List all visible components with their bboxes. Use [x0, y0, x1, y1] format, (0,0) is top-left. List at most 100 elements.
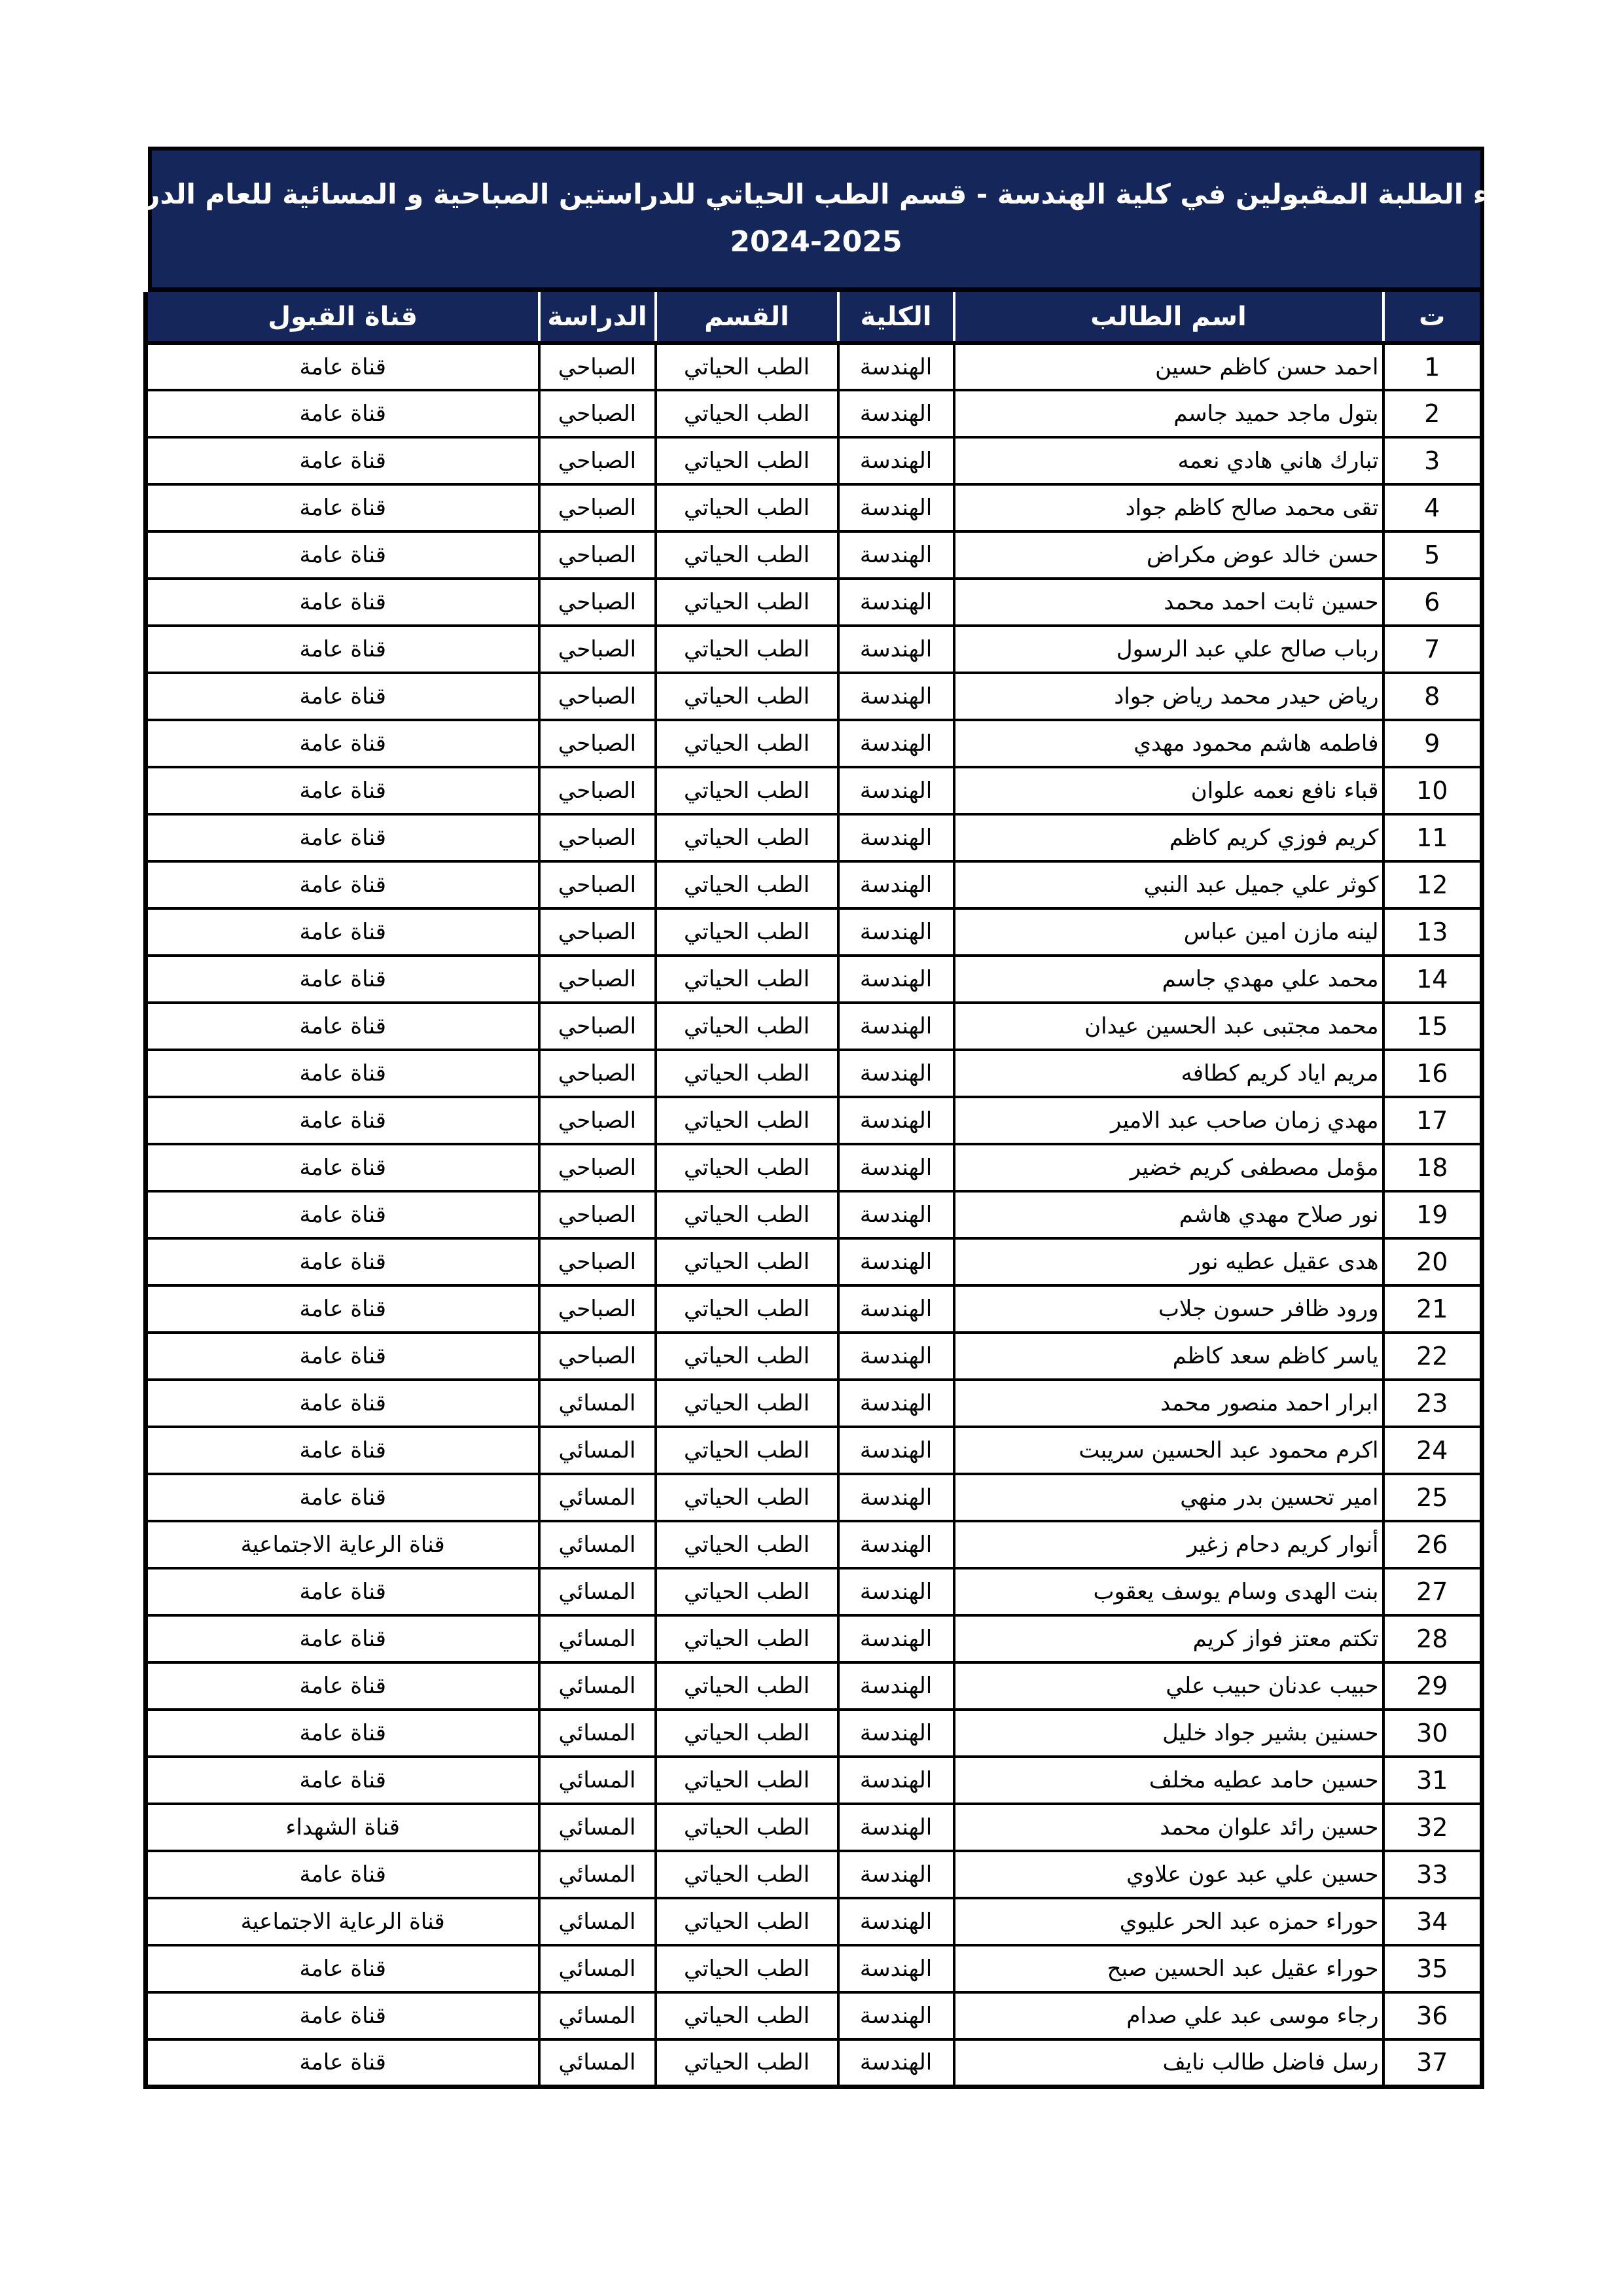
cell-index: 8 — [1382, 672, 1484, 721]
cell-index: 25 — [1382, 1473, 1484, 1522]
cell-name: هدى عقيل عطيه نور — [952, 1237, 1385, 1287]
cell-name: حسين حامد عطيه مخلف — [952, 1755, 1385, 1805]
cell-college: الهندسة — [836, 954, 955, 1004]
cell-channel: قناة عامة — [144, 1001, 541, 1051]
cell-college: الهندسة — [836, 672, 955, 721]
cell-college: الهندسة — [836, 1378, 955, 1428]
cell-index: 1 — [1382, 342, 1484, 391]
cell-study: المسائي — [537, 1755, 657, 1805]
cell-channel: قناة عامة — [144, 1755, 541, 1805]
header-department: القسم — [654, 292, 840, 345]
cell-study: المسائي — [537, 2038, 657, 2088]
cell-channel: قناة عامة — [144, 860, 541, 910]
cell-channel: قناة عامة — [144, 1944, 541, 1994]
cell-channel: قناة عامة — [144, 719, 541, 768]
cell-name: مريم اياد كريم كطافه — [952, 1049, 1385, 1098]
table-row: 2 بتول ماجد حميد جاسم الهندسة الطب الحيا… — [144, 389, 1484, 439]
cell-name: نور صلاح مهدي هاشم — [952, 1190, 1385, 1240]
cell-department: الطب الحياتي — [654, 1049, 840, 1098]
students-list-document: اسماء الطلبة المقبولين في كلية الهندسة -… — [80, 147, 1552, 2089]
cell-college: الهندسة — [836, 1190, 955, 1240]
table-row: 37 رسل فاضل طالب نايف الهندسة الطب الحيا… — [144, 2038, 1484, 2088]
cell-name: تكتم معتز فواز كريم — [952, 1614, 1385, 1664]
cell-study: المسائي — [537, 1520, 657, 1570]
cell-channel: قناة عامة — [144, 530, 541, 580]
table-row: 32 حسين رائد علوان محمد الهندسة الطب الح… — [144, 1803, 1484, 1852]
cell-index: 28 — [1382, 1614, 1484, 1664]
cell-name: كوثر علي جميل عبد النبي — [952, 860, 1385, 910]
cell-name: لينه مازن امين عباس — [952, 907, 1385, 957]
cell-name: حوراء حمزه عبد الحر عليوي — [952, 1897, 1385, 1946]
cell-college: الهندسة — [836, 1708, 955, 1758]
cell-channel: قناة عامة — [144, 1143, 541, 1193]
table-row: 28 تكتم معتز فواز كريم الهندسة الطب الحي… — [144, 1614, 1484, 1664]
cell-channel: قناة عامة — [144, 907, 541, 957]
students-table-body: 1 احمد حسن كاظم حسين الهندسة الطب الحيات… — [144, 342, 1484, 2088]
cell-department: الطب الحياتي — [654, 1944, 840, 1994]
cell-college: الهندسة — [836, 719, 955, 768]
cell-college: الهندسة — [836, 530, 955, 580]
cell-study: الصباحي — [537, 1190, 657, 1240]
table-row: 12 كوثر علي جميل عبد النبي الهندسة الطب … — [144, 860, 1484, 910]
cell-channel: قناة عامة — [144, 483, 541, 533]
cell-college: الهندسة — [836, 1473, 955, 1522]
cell-channel: قناة عامة — [144, 1850, 541, 1899]
cell-index: 13 — [1382, 907, 1484, 957]
cell-college: الهندسة — [836, 1284, 955, 1334]
table-row: 15 محمد مجتبى عبد الحسين عيدان الهندسة ا… — [144, 1001, 1484, 1051]
cell-college: الهندسة — [836, 1661, 955, 1711]
table-row: 24 اكرم محمود عبد الحسين سريبت الهندسة ا… — [144, 1426, 1484, 1475]
table-row: 22 ياسر كاظم سعد كاظم الهندسة الطب الحيا… — [144, 1331, 1484, 1381]
cell-department: الطب الحياتي — [654, 907, 840, 957]
cell-department: الطب الحياتي — [654, 1096, 840, 1145]
cell-college: الهندسة — [836, 1614, 955, 1664]
cell-study: الصباحي — [537, 954, 657, 1004]
cell-name: حسنين بشير جواد خليل — [952, 1708, 1385, 1758]
students-table: ت اسم الطالب الكلية القسم الدراسة قناة ا… — [143, 292, 1484, 2089]
table-row: 9 فاطمه هاشم محمود مهدي الهندسة الطب الح… — [144, 719, 1484, 768]
cell-department: الطب الحياتي — [654, 577, 840, 627]
cell-college: الهندسة — [836, 1944, 955, 1994]
cell-name: مهدي زمان صاحب عبد الامير — [952, 1096, 1385, 1145]
cell-name: رسل فاضل طالب نايف — [952, 2038, 1385, 2088]
table-row: 7 رباب صالح علي عبد الرسول الهندسة الطب … — [144, 624, 1484, 674]
document-title: اسماء الطلبة المقبولين في كلية الهندسة -… — [80, 178, 1552, 211]
cell-index: 16 — [1382, 1049, 1484, 1098]
cell-study: المسائي — [537, 1567, 657, 1617]
cell-channel: قناة عامة — [144, 954, 541, 1004]
cell-index: 7 — [1382, 624, 1484, 674]
document-title-block: اسماء الطلبة المقبولين في كلية الهندسة -… — [80, 147, 1552, 292]
cell-name: احمد حسن كاظم حسين — [952, 342, 1385, 391]
cell-study: الصباحي — [537, 1284, 657, 1334]
cell-study: الصباحي — [537, 672, 657, 721]
table-row: 5 حسن خالد عوض مكراض الهندسة الطب الحيات… — [144, 530, 1484, 580]
cell-index: 21 — [1382, 1284, 1484, 1334]
cell-department: الطب الحياتي — [654, 860, 840, 910]
cell-college: الهندسة — [836, 1096, 955, 1145]
cell-department: الطب الحياتي — [654, 436, 840, 486]
cell-study: المسائي — [537, 1803, 657, 1852]
cell-index: 31 — [1382, 1755, 1484, 1805]
cell-index: 23 — [1382, 1378, 1484, 1428]
students-table-header: ت اسم الطالب الكلية القسم الدراسة قناة ا… — [144, 292, 1484, 345]
cell-department: الطب الحياتي — [654, 1803, 840, 1852]
cell-index: 4 — [1382, 483, 1484, 533]
cell-department: الطب الحياتي — [654, 2038, 840, 2088]
table-row: 36 رجاء موسى عبد علي صدام الهندسة الطب ا… — [144, 1991, 1484, 2041]
cell-department: الطب الحياتي — [654, 389, 840, 439]
cell-channel: قناة عامة — [144, 1614, 541, 1664]
table-row: 10 قباء نافع نعمه علوان الهندسة الطب الح… — [144, 766, 1484, 816]
cell-department: الطب الحياتي — [654, 1473, 840, 1522]
cell-index: 34 — [1382, 1897, 1484, 1946]
cell-study: الصباحي — [537, 907, 657, 957]
cell-study: الصباحي — [537, 813, 657, 863]
cell-department: الطب الحياتي — [654, 1661, 840, 1711]
cell-index: 22 — [1382, 1331, 1484, 1381]
cell-department: الطب الحياتي — [654, 1850, 840, 1899]
cell-index: 12 — [1382, 860, 1484, 910]
cell-name: قباء نافع نعمه علوان — [952, 766, 1385, 816]
cell-department: الطب الحياتي — [654, 1897, 840, 1946]
table-row: 3 تبارك هاني هادي نعمه الهندسة الطب الحي… — [144, 436, 1484, 486]
cell-channel: قناة عامة — [144, 672, 541, 721]
cell-channel: قناة عامة — [144, 1567, 541, 1617]
